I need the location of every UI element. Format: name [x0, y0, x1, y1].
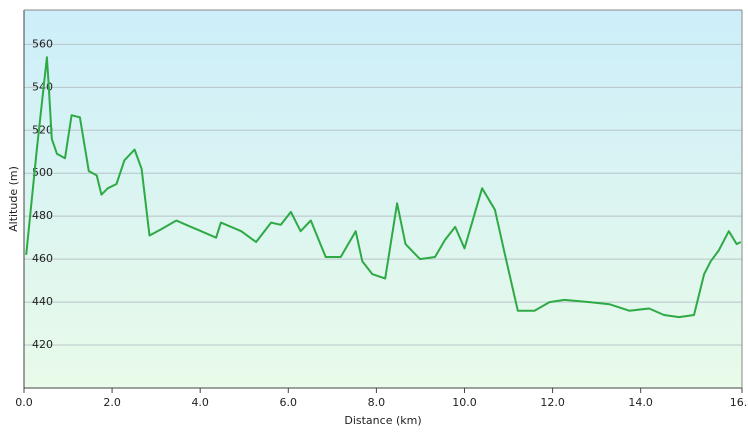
y-tick-label: 480	[32, 209, 53, 222]
y-tick-label: 500	[32, 166, 53, 179]
x-tick-label: 8.0	[368, 396, 386, 409]
x-tick-label: 2.0	[103, 396, 121, 409]
y-tick-label: 440	[32, 295, 53, 308]
x-axis-label: Distance (km)	[344, 414, 421, 427]
elevation-line	[25, 56, 742, 319]
x-tick-label: 4.0	[191, 396, 209, 409]
plot-area	[24, 10, 742, 388]
x-tick-label: 16.3	[730, 396, 748, 409]
x-tick-label: 6.0	[280, 396, 298, 409]
y-axis-label: Altitude (m)	[7, 166, 20, 232]
y-tick-label: 420	[32, 338, 53, 351]
x-tick-label: 10.0	[452, 396, 477, 409]
y-tick-label: 520	[32, 123, 53, 136]
x-tick-label: 12.0	[540, 396, 565, 409]
x-tick-label: 0.0	[15, 396, 33, 409]
y-tick-label: 560	[32, 37, 53, 50]
y-tick-label: 460	[32, 252, 53, 265]
x-tick-label: 14.0	[628, 396, 653, 409]
